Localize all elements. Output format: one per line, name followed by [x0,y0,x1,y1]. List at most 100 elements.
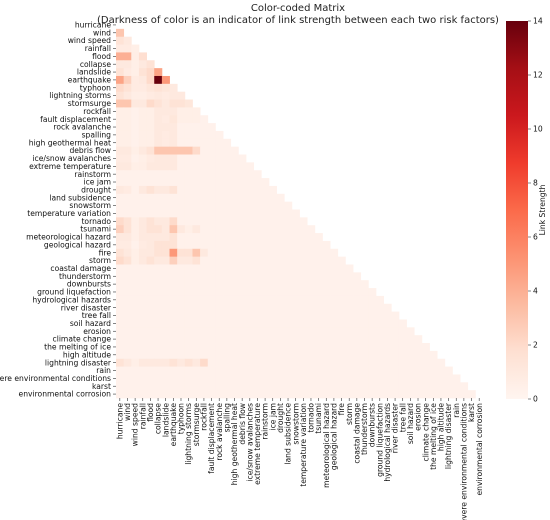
heatmap-cell [375,303,385,312]
y-tick-label: tsunami [80,225,111,234]
x-tick-label: earthquake [169,403,178,447]
heatmap-cell [177,138,186,148]
heatmap-cell [215,264,224,273]
heatmap-cell [291,319,300,328]
heatmap-cell [169,280,178,289]
heatmap-cell [192,358,201,367]
heatmap-cell [177,303,186,312]
heatmap-cell [154,225,163,234]
heatmap-cell [230,193,239,203]
heatmap-cell [215,233,224,242]
heatmap-cell [238,280,247,289]
heatmap-cell [200,256,209,265]
heatmap-cell [207,280,216,289]
heatmap-cell [230,170,239,179]
heatmap-cell [414,390,423,399]
colorbar-tick-label: 4 [533,287,538,296]
heatmap-cell [261,272,270,281]
heatmap-cell [123,130,132,140]
heatmap-cell [291,303,300,312]
heatmap-cell [223,240,232,250]
heatmap-cell [154,272,163,281]
heatmap-cell [184,193,193,203]
heatmap-cells [116,28,476,399]
heatmap-cell [238,225,247,234]
heatmap-cell [123,178,132,187]
heatmap-cell [207,382,216,391]
heatmap-cell [177,162,186,171]
heatmap-cell [261,390,270,399]
heatmap-cell [238,335,247,344]
heatmap-cell [184,146,193,155]
heatmap-cell [184,201,193,210]
heatmap-cell [116,327,125,336]
heatmap-cell [184,382,193,391]
heatmap-cell [253,233,262,242]
heatmap-cell [353,319,362,328]
heatmap-cell [253,240,262,250]
heatmap-cell [268,303,277,312]
heatmap-cell [116,233,125,242]
heatmap-cell [184,240,193,250]
heatmap-cell [375,327,385,336]
heatmap-cell [154,75,163,85]
heatmap-cell [238,303,247,312]
heatmap-cell [406,374,415,383]
heatmap-cell [330,256,339,265]
heatmap-cell [375,382,385,391]
heatmap-cell [123,107,132,116]
y-tick-label: typhoon [80,83,111,92]
heatmap-cell [177,154,186,163]
heatmap-cell [345,366,354,375]
heatmap-cell [337,288,346,297]
heatmap-cell [177,209,186,218]
heatmap-cell [268,343,277,352]
heatmap-cell [230,319,239,328]
heatmap-cell [245,288,255,297]
heatmap-cell [116,60,125,69]
heatmap-cell [253,327,262,336]
heatmap-cell [337,327,346,336]
heatmap-cell [138,146,147,155]
heatmap-cell [146,303,155,312]
heatmap-cell [360,335,369,344]
heatmap-cell [353,295,362,305]
heatmap-cell [322,343,331,352]
heatmap-cell [383,319,392,328]
heatmap-cell [360,366,369,375]
heatmap-cell [345,303,354,312]
heatmap-cell [161,358,170,367]
heatmap-cell [131,162,140,171]
x-tick-label: coastal damage [352,403,361,464]
heatmap-cell [184,107,193,116]
heatmap-cell [215,295,224,305]
heatmap-cell [123,201,132,210]
heatmap-cell [123,295,132,305]
x-tick-label: landslide [161,403,170,437]
heatmap-cell [169,178,178,187]
heatmap-cell [146,358,155,367]
heatmap-cell [207,185,216,195]
heatmap-cell [161,390,170,399]
heatmap-cell [131,343,140,352]
heatmap-cell [146,390,155,399]
heatmap-cell [353,303,362,312]
heatmap-cell [177,390,186,399]
y-tick-label: tornado [81,217,111,226]
heatmap-cell [383,350,392,360]
heatmap-cell [245,350,255,360]
heatmap-cell [268,217,277,226]
heatmap-cell [192,366,201,375]
heatmap-cell [353,358,362,367]
heatmap-cell [161,83,170,93]
heatmap-cell [184,295,193,305]
heatmap-cell [276,272,285,281]
heatmap-cell [421,350,430,360]
x-tick-label: rock avalanche [215,403,224,461]
heatmap-cell [138,280,147,289]
heatmap-cell [131,358,140,367]
heatmap-cell [406,358,415,367]
heatmap-cell [184,185,193,195]
heatmap-cell [452,374,461,383]
